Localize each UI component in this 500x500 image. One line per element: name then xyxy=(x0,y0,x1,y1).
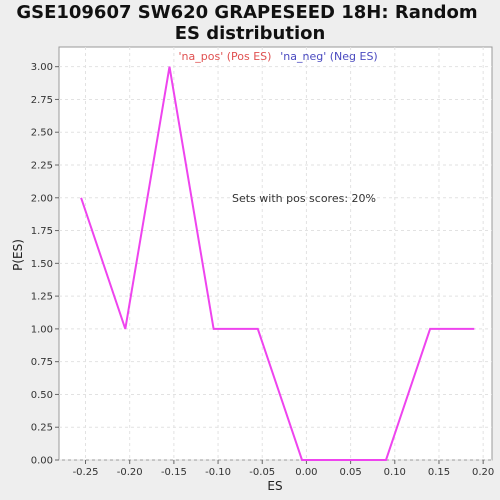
x-tick-label: 0.05 xyxy=(339,467,361,478)
x-tick-label: -0.20 xyxy=(117,467,143,478)
y-tick-label: 3.00 xyxy=(31,62,53,73)
x-tick-label: -0.05 xyxy=(249,467,275,478)
es-series-line xyxy=(80,66,475,461)
y-tick-label: 2.75 xyxy=(31,95,53,106)
chart-title-line-1: GSE109607 SW620 GRAPESEED 18H: Random xyxy=(16,2,477,23)
y-tick-label: 0.75 xyxy=(31,357,53,368)
legend-na-neg: 'na_neg' (Neg ES) xyxy=(280,50,377,63)
y-tick-label: 0.00 xyxy=(31,456,53,467)
pos-scores-annotation: Sets with pos scores: 20% xyxy=(232,192,376,205)
y-axis-label: P(ES) xyxy=(11,239,25,271)
x-tick-label: 0.15 xyxy=(428,467,450,478)
x-tick-label: 0.00 xyxy=(295,467,317,478)
y-tick-label: 2.50 xyxy=(31,128,53,139)
plot-area xyxy=(58,46,493,461)
x-tick-label: 0.20 xyxy=(472,467,494,478)
y-tick-label: 2.25 xyxy=(31,161,53,172)
series-group xyxy=(80,66,475,461)
x-tick-label: -0.15 xyxy=(161,467,187,478)
x-tick-label: 0.10 xyxy=(384,467,406,478)
x-axis-label: ES xyxy=(267,479,282,493)
y-tick-label: 1.75 xyxy=(31,226,53,237)
y-tick-label: 1.25 xyxy=(31,292,53,303)
y-tick-label: 2.00 xyxy=(31,193,53,204)
x-tick-label: -0.25 xyxy=(73,467,99,478)
chart-title-line-2: ES distribution xyxy=(175,23,326,44)
y-tick-label: 1.50 xyxy=(31,259,53,270)
grid-lines xyxy=(59,47,492,461)
legend-na-pos: 'na_pos' (Pos ES) xyxy=(179,50,272,63)
axes: -0.25 -0.20 -0.15 -0.10 -0.05 0.00 0.05 0.10 0.1… xyxy=(31,62,495,478)
y-tick-label: 1.00 xyxy=(31,324,53,335)
y-tick-label: 0.50 xyxy=(31,390,53,401)
x-tick-label: -0.10 xyxy=(205,467,231,478)
y-tick-label: 0.25 xyxy=(31,423,53,434)
